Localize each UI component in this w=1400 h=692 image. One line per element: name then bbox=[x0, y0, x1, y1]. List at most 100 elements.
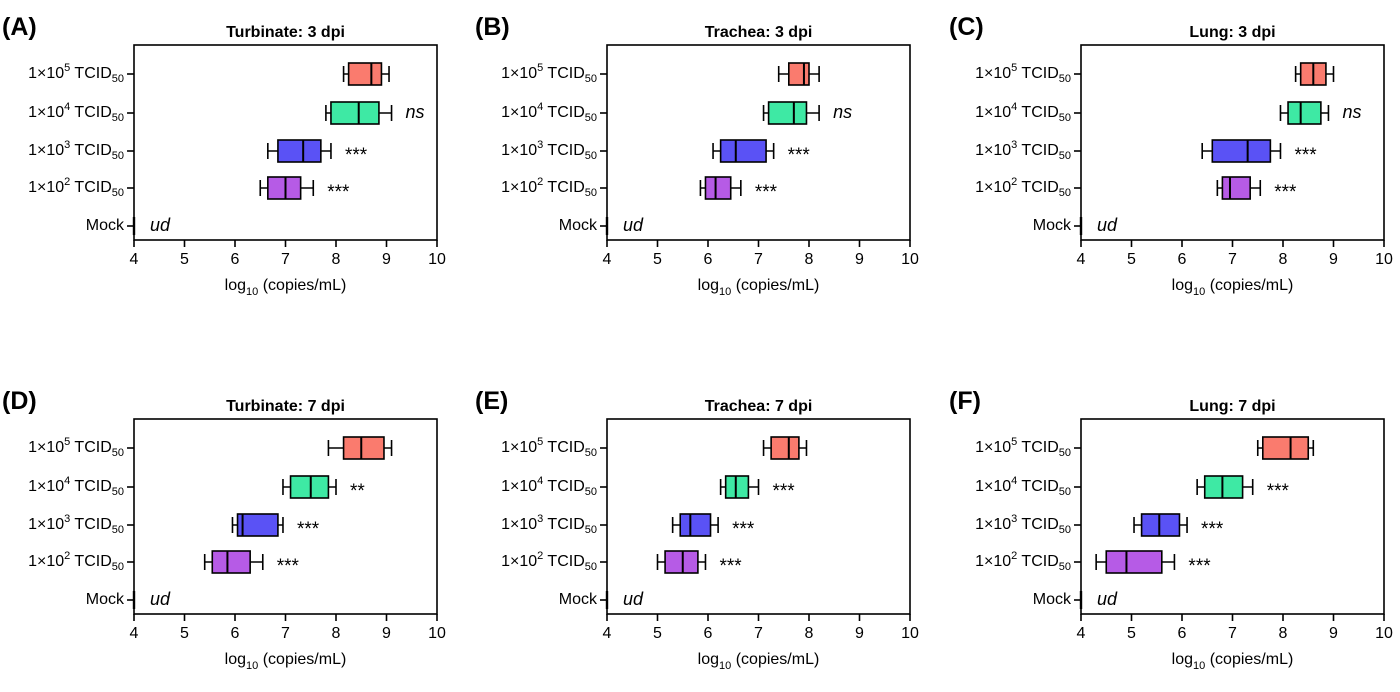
y-tick-label: 1×105 TCID50 bbox=[28, 62, 124, 85]
panel-label: (A) bbox=[2, 13, 37, 41]
x-tick-label: 10 bbox=[1375, 625, 1393, 642]
panel-label: (B) bbox=[475, 13, 510, 41]
x-tick-label: 10 bbox=[1375, 251, 1393, 268]
x-tick-label: 9 bbox=[382, 625, 391, 642]
y-tick-label: 1×102 TCID50 bbox=[501, 176, 597, 199]
box-3: *** bbox=[203, 550, 300, 577]
x-tick-label: 6 bbox=[1178, 625, 1187, 642]
box-3: *** bbox=[1095, 550, 1211, 577]
box-2: *** bbox=[1201, 139, 1317, 166]
x-tick-label: 6 bbox=[704, 625, 713, 642]
box-4: ud bbox=[605, 215, 644, 235]
x-axis-label: log10 (copies/mL) bbox=[1172, 277, 1294, 298]
box-2: *** bbox=[231, 513, 320, 540]
x-tick-label: 8 bbox=[1279, 625, 1288, 642]
y-tick-label: 1×102 TCID50 bbox=[28, 550, 124, 573]
box-iqr bbox=[704, 176, 732, 200]
box-iqr bbox=[767, 101, 808, 125]
plot-frame bbox=[606, 418, 911, 615]
chart-panel-1: (A) Turbinate: 3 dpi 4 5 6 7 8 9 10 log10 (copies… bbox=[2, 13, 446, 298]
significance-label: *** bbox=[1201, 519, 1224, 540]
x-tick-label: 4 bbox=[130, 251, 139, 268]
box-0 bbox=[1294, 62, 1335, 86]
box-iqr bbox=[1140, 513, 1181, 537]
box-iqr bbox=[1211, 139, 1272, 163]
significance-label: *** bbox=[773, 481, 796, 502]
chart-panel-5: (E) Trachea: 7 dpi 4 5 6 7 8 9 10 log10 (copies/m… bbox=[475, 387, 919, 672]
x-tick-label: 10 bbox=[428, 625, 446, 642]
y-tick-label: 1×104 TCID50 bbox=[975, 101, 1071, 124]
box-iqr bbox=[787, 62, 810, 86]
panel-label: (C) bbox=[949, 13, 984, 41]
y-tick-label: 1×105 TCID50 bbox=[501, 62, 597, 85]
box-3: *** bbox=[656, 550, 742, 577]
x-tick-label: 10 bbox=[901, 251, 919, 268]
chart-panel-4: (D) Turbinate: 7 dpi 4 5 6 7 8 9 10 log10 (copies… bbox=[2, 387, 446, 672]
significance-label: *** bbox=[788, 145, 811, 166]
chart-title: Trachea: 3 dpi bbox=[705, 24, 813, 41]
x-tick-label: 6 bbox=[231, 251, 240, 268]
significance-label: ud bbox=[150, 589, 171, 609]
box-1: ns bbox=[325, 101, 425, 125]
x-tick-label: 7 bbox=[754, 251, 763, 268]
significance-label: ud bbox=[623, 215, 644, 235]
box-0 bbox=[777, 62, 820, 86]
box-iqr bbox=[277, 139, 322, 163]
box-iqr bbox=[1221, 176, 1251, 200]
y-tick-label: Mock bbox=[86, 591, 125, 608]
box-0 bbox=[342, 62, 390, 86]
significance-label: *** bbox=[719, 556, 742, 577]
box-iqr bbox=[1203, 475, 1244, 499]
box-iqr bbox=[724, 475, 750, 499]
box-iqr bbox=[1287, 101, 1322, 125]
y-tick-label: 1×103 TCID50 bbox=[975, 513, 1071, 536]
y-tick-label: 1×103 TCID50 bbox=[501, 513, 597, 536]
x-tick-label: 5 bbox=[180, 251, 189, 268]
box-1: *** bbox=[719, 475, 796, 502]
box-iqr bbox=[770, 436, 800, 460]
significance-label: *** bbox=[297, 519, 320, 540]
significance-label: *** bbox=[1267, 481, 1290, 502]
x-tick-label: 5 bbox=[1127, 625, 1136, 642]
panel-label: (E) bbox=[475, 387, 508, 415]
significance-label: *** bbox=[345, 145, 368, 166]
y-tick-label: 1×105 TCID50 bbox=[28, 436, 124, 459]
x-tick-label: 9 bbox=[1329, 251, 1338, 268]
box-4: ud bbox=[132, 215, 171, 235]
significance-label: *** bbox=[755, 182, 778, 203]
x-tick-label: 4 bbox=[1077, 625, 1086, 642]
x-tick-label: 8 bbox=[1279, 251, 1288, 268]
box-0 bbox=[327, 436, 393, 460]
x-tick-label: 5 bbox=[653, 625, 662, 642]
x-tick-label: 7 bbox=[1228, 625, 1237, 642]
x-tick-label: 9 bbox=[382, 251, 391, 268]
y-tick-label: Mock bbox=[559, 591, 598, 608]
x-tick-label: 8 bbox=[332, 625, 341, 642]
y-tick-label: 1×102 TCID50 bbox=[28, 176, 124, 199]
plot-frame bbox=[1080, 418, 1385, 615]
x-tick-label: 4 bbox=[1077, 251, 1086, 268]
significance-label: *** bbox=[1294, 145, 1317, 166]
y-tick-label: 1×105 TCID50 bbox=[501, 436, 597, 459]
significance-label: ud bbox=[1097, 215, 1118, 235]
y-tick-label: 1×102 TCID50 bbox=[501, 550, 597, 573]
box-1: ns bbox=[762, 101, 852, 125]
x-tick-label: 4 bbox=[603, 625, 612, 642]
y-tick-label: 1×104 TCID50 bbox=[975, 475, 1071, 498]
box-1: ns bbox=[1279, 101, 1361, 125]
chart-panel-3: (C) Lung: 3 dpi 4 5 6 7 8 9 10 log10 (copies/mL) 1… bbox=[949, 13, 1393, 298]
significance-label: ** bbox=[350, 481, 365, 502]
x-tick-label: 4 bbox=[130, 625, 139, 642]
y-tick-label: 1×104 TCID50 bbox=[28, 475, 124, 498]
box-2: *** bbox=[712, 139, 811, 166]
y-tick-label: 1×104 TCID50 bbox=[28, 101, 124, 124]
chart-title: Turbinate: 3 dpi bbox=[226, 24, 345, 41]
significance-label: *** bbox=[732, 519, 755, 540]
box-iqr bbox=[347, 62, 383, 86]
significance-label: *** bbox=[277, 556, 300, 577]
x-axis-label: log10 (copies/mL) bbox=[225, 277, 347, 298]
y-tick-label: 1×103 TCID50 bbox=[28, 139, 124, 162]
x-tick-label: 7 bbox=[281, 625, 290, 642]
x-tick-label: 10 bbox=[901, 625, 919, 642]
box-2: *** bbox=[267, 139, 368, 166]
